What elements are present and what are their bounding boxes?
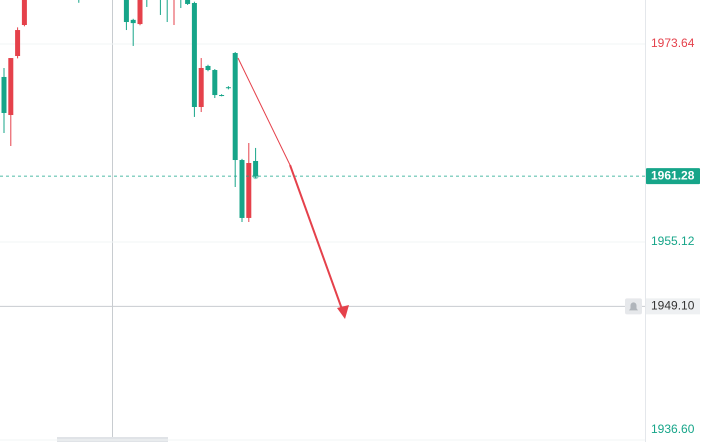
last-price-label: 1961.28 (651, 168, 695, 182)
y-tick-label: 1955.12 (651, 234, 695, 248)
candle-body (246, 163, 252, 218)
candle-body (137, 0, 143, 25)
crosshair-price-tag (646, 298, 700, 315)
arrow-thin (237, 57, 291, 166)
candle-body (8, 58, 14, 116)
candle-body (191, 2, 197, 107)
candle-body (185, 0, 191, 4)
candle-body (21, 0, 27, 26)
y-tick-label: 1936.60 (651, 422, 695, 436)
plot-area (0, 0, 645, 441)
candle-body (130, 19, 136, 24)
candle-body (225, 87, 231, 89)
last-price-tag (646, 168, 700, 185)
candle-body (205, 65, 211, 71)
last-price-dot (252, 173, 259, 180)
candle-body (212, 70, 218, 96)
candle-body (239, 160, 245, 218)
y-tick-label: 1973.64 (651, 36, 695, 50)
candle-body (253, 160, 259, 177)
candle-body (15, 30, 21, 57)
candle-body (123, 0, 129, 23)
arrow-shaft (289, 164, 344, 313)
candle-body (198, 67, 204, 107)
candle-body (219, 95, 225, 97)
crosshair-price-label: 1949.10 (651, 299, 695, 313)
drawn-arrow (237, 57, 349, 319)
candle-body (1, 76, 7, 113)
price-axis: 1973.64 1955.12 1936.60 1961.28 1949.10 (625, 36, 700, 436)
bell-icon (629, 302, 638, 311)
arrow-head (337, 305, 349, 319)
candle-body (232, 53, 238, 161)
